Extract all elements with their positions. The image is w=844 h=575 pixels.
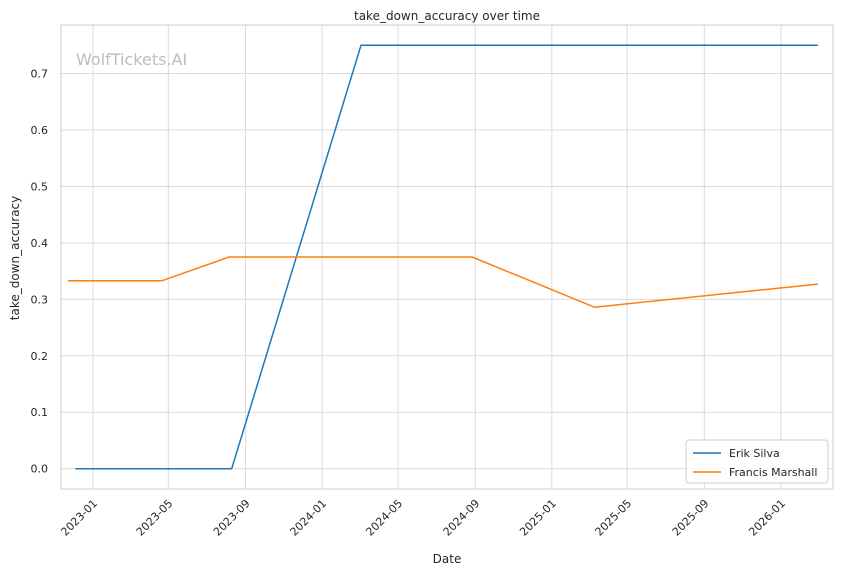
y-tick-label: 0.4 — [31, 237, 49, 250]
legend: Erik Silva Francis Marshall — [685, 439, 829, 484]
chart-title: take_down_accuracy over time — [354, 9, 540, 23]
y-axis-label: take_down_accuracy — [8, 196, 22, 320]
series-layer — [67, 44, 818, 470]
plot-frame — [60, 24, 834, 490]
series-line-1 — [67, 256, 818, 308]
legend-label-1: Francis Marshall — [729, 466, 817, 479]
y-tick-label: 0.6 — [31, 124, 49, 137]
y-tick-label: 0.3 — [31, 293, 49, 306]
y-tick-label: 0.5 — [31, 180, 49, 193]
y-tick-label: 0.1 — [31, 406, 49, 419]
y-axis-ticks: 0.0 0.1 0.2 0.3 0.4 0.5 0.6 0.7 — [31, 68, 49, 476]
watermark: WolfTickets.AI — [76, 50, 187, 69]
y-tick-label: 0.0 — [31, 463, 49, 476]
y-tick-label: 0.7 — [31, 68, 49, 81]
legend-label-0: Erik Silva — [729, 447, 780, 460]
y-tick-label: 0.2 — [31, 350, 49, 363]
x-axis-label: Date — [433, 552, 462, 566]
legend-box — [685, 439, 829, 484]
